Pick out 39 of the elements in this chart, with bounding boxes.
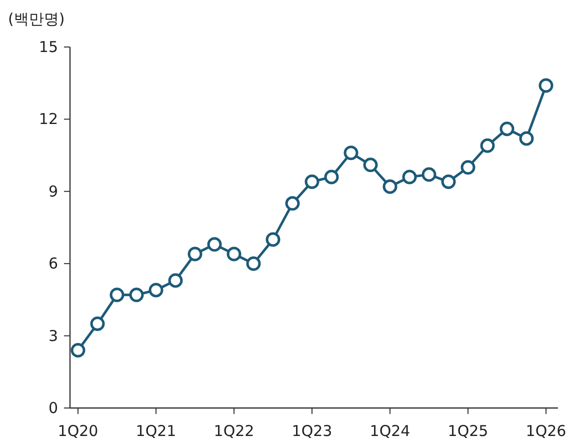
y-tick-label: 12: [38, 110, 58, 128]
x-tick-label: 1Q25: [448, 422, 488, 440]
point: [480, 138, 495, 153]
x-tick-label: 1Q21: [136, 422, 176, 440]
point: [246, 256, 261, 271]
point: [129, 288, 144, 302]
x-tick-label: 1Q24: [370, 422, 410, 440]
x-tick-label: 1Q26: [526, 422, 566, 440]
point: [90, 316, 105, 332]
x-tick-label: 1Q23: [292, 422, 332, 440]
point: [324, 170, 339, 184]
point: [500, 122, 514, 136]
y-tick-label: 6: [48, 254, 58, 273]
point: [70, 342, 86, 358]
point: [304, 174, 320, 190]
point: [441, 174, 456, 190]
point: [460, 160, 476, 175]
y-tick-label: 3: [48, 326, 58, 345]
point: [382, 179, 398, 194]
point: [110, 288, 124, 302]
point: [168, 273, 183, 288]
x-tick-label: 1Q20: [58, 422, 98, 440]
point: [188, 246, 202, 262]
point: [226, 246, 242, 262]
y-axis-title: (백만명): [8, 10, 65, 28]
y-tick-label: 15: [38, 38, 58, 56]
point: [363, 158, 378, 172]
point: [538, 78, 554, 93]
point: [519, 131, 534, 146]
x-tick-label: 1Q22: [214, 422, 254, 440]
y-tick-label: 0: [48, 399, 58, 417]
point: [344, 146, 358, 160]
point: [285, 196, 300, 211]
point: [148, 282, 164, 298]
point: [207, 237, 222, 252]
point: [422, 167, 436, 182]
point: [402, 170, 417, 184]
point: [266, 232, 280, 247]
y-tick-label: 9: [48, 182, 58, 200]
